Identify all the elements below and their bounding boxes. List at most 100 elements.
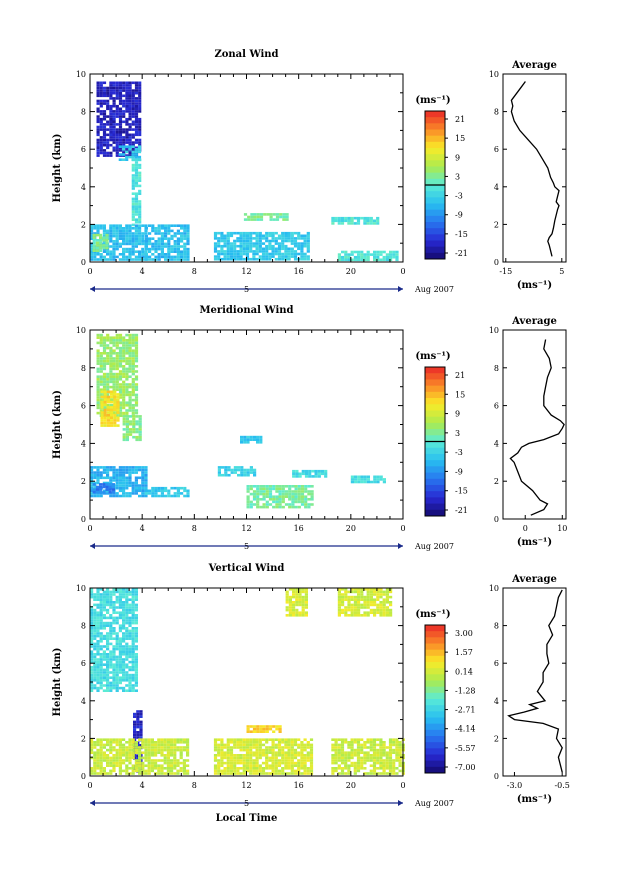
heatmap-cell bbox=[131, 250, 135, 253]
heatmap-cell bbox=[102, 246, 106, 250]
heatmap-cell bbox=[353, 748, 357, 752]
heatmap-cell bbox=[96, 689, 100, 692]
heatmap-cell bbox=[122, 593, 126, 596]
heatmap-cell bbox=[134, 112, 139, 116]
heatmap-cell bbox=[144, 247, 148, 251]
heatmap-cell bbox=[109, 603, 113, 607]
heatmap-cell bbox=[297, 234, 301, 238]
heatmap-cell bbox=[298, 603, 302, 607]
heatmap-cell bbox=[347, 614, 351, 617]
heatmap-cell bbox=[376, 590, 380, 594]
heatmap-cell bbox=[389, 590, 393, 594]
heatmap-cell bbox=[281, 741, 285, 744]
heatmap-cell bbox=[125, 588, 129, 591]
heatmap-cell bbox=[112, 362, 116, 365]
heatmap-cell bbox=[360, 759, 364, 762]
heatmap-cell bbox=[256, 505, 260, 509]
heatmap-cell bbox=[106, 764, 110, 767]
heatmap-cell bbox=[128, 409, 132, 412]
colorbar-segment bbox=[425, 429, 445, 436]
heatmap-cell bbox=[398, 764, 402, 767]
heatmap-cell bbox=[138, 417, 142, 421]
heatmap-cell bbox=[353, 611, 357, 614]
heatmap-cell bbox=[99, 598, 103, 601]
heatmap-cell bbox=[287, 741, 291, 744]
heatmap-cell bbox=[138, 232, 142, 235]
heatmap-cell bbox=[265, 730, 269, 733]
heatmap-cell bbox=[293, 754, 298, 757]
heatmap-cell bbox=[96, 354, 100, 358]
heatmap-cell bbox=[379, 754, 383, 757]
heatmap-cell bbox=[186, 748, 190, 752]
heatmap-cell bbox=[272, 498, 276, 501]
heatmap-cell bbox=[125, 240, 129, 243]
heatmap-cell bbox=[366, 751, 370, 754]
y-tick-label: 8 bbox=[81, 108, 86, 117]
heatmap-cell bbox=[131, 595, 135, 599]
heatmap-cell bbox=[229, 244, 234, 248]
heatmap-cell bbox=[246, 471, 250, 474]
colorbar-segment bbox=[425, 234, 445, 241]
heatmap-cell bbox=[131, 150, 135, 154]
x-tick-label: 0 bbox=[87, 524, 92, 533]
heatmap-cell bbox=[109, 658, 113, 661]
heatmap-cell bbox=[363, 475, 367, 479]
heatmap-cell bbox=[341, 258, 345, 262]
heatmap-cell bbox=[125, 621, 129, 625]
heatmap-cell bbox=[236, 252, 240, 256]
heatmap-cell bbox=[102, 689, 106, 692]
heatmap-cell bbox=[131, 155, 135, 159]
heatmap-cell bbox=[122, 247, 126, 251]
colorbar-segment bbox=[425, 410, 445, 418]
heatmap-cell bbox=[136, 720, 140, 724]
heatmap-cell bbox=[157, 746, 161, 749]
heatmap-cell bbox=[376, 743, 380, 747]
heatmap-cell bbox=[306, 756, 310, 760]
heatmap-cell bbox=[284, 743, 288, 747]
heatmap-cell bbox=[360, 746, 364, 749]
heatmap-cell bbox=[271, 754, 275, 757]
heatmap-cell bbox=[186, 250, 190, 253]
heatmap-cell bbox=[256, 490, 260, 493]
heatmap-cell bbox=[150, 769, 154, 773]
heatmap-cell bbox=[122, 476, 126, 480]
heatmap-cell bbox=[106, 380, 110, 384]
heatmap-cell bbox=[360, 253, 364, 256]
heatmap-cell bbox=[128, 619, 132, 622]
heatmap-cell bbox=[344, 593, 348, 596]
heatmap-cell bbox=[265, 490, 269, 493]
heatmap-cell bbox=[295, 593, 299, 596]
heatmap-cell bbox=[249, 505, 253, 509]
heatmap-cell bbox=[99, 756, 103, 760]
heatmap-cell bbox=[353, 222, 357, 225]
heatmap-cell bbox=[99, 393, 103, 397]
heatmap-cell bbox=[109, 468, 113, 472]
heatmap-cell bbox=[255, 764, 259, 767]
heatmap-cell bbox=[109, 748, 113, 752]
heatmap-cell bbox=[93, 627, 97, 630]
heatmap-cell bbox=[96, 141, 100, 144]
heatmap-cell bbox=[281, 495, 285, 498]
heatmap-cell bbox=[138, 764, 142, 767]
heatmap-cell bbox=[109, 621, 113, 625]
colorbar-segment bbox=[425, 631, 445, 638]
heatmap-cell bbox=[134, 182, 139, 185]
heatmap-cell bbox=[131, 411, 135, 415]
heatmap-cell bbox=[134, 666, 138, 669]
heatmap-cell bbox=[379, 608, 383, 612]
heatmap-cell bbox=[179, 738, 183, 741]
heatmap-cell bbox=[118, 494, 122, 498]
heatmap-cell bbox=[341, 603, 345, 607]
heatmap-cell bbox=[134, 336, 139, 339]
heatmap-cell bbox=[268, 751, 272, 754]
heatmap-cell bbox=[353, 741, 357, 744]
heatmap-cell bbox=[334, 767, 338, 770]
heatmap-cell bbox=[109, 117, 113, 121]
heatmap-cell bbox=[301, 601, 305, 604]
heatmap-cell bbox=[118, 611, 122, 614]
heatmap-cell bbox=[128, 606, 132, 609]
colorbar-segment bbox=[425, 655, 445, 663]
heatmap-cell bbox=[249, 764, 253, 767]
heatmap-cell bbox=[297, 485, 301, 488]
heatmap-cell bbox=[300, 247, 304, 251]
